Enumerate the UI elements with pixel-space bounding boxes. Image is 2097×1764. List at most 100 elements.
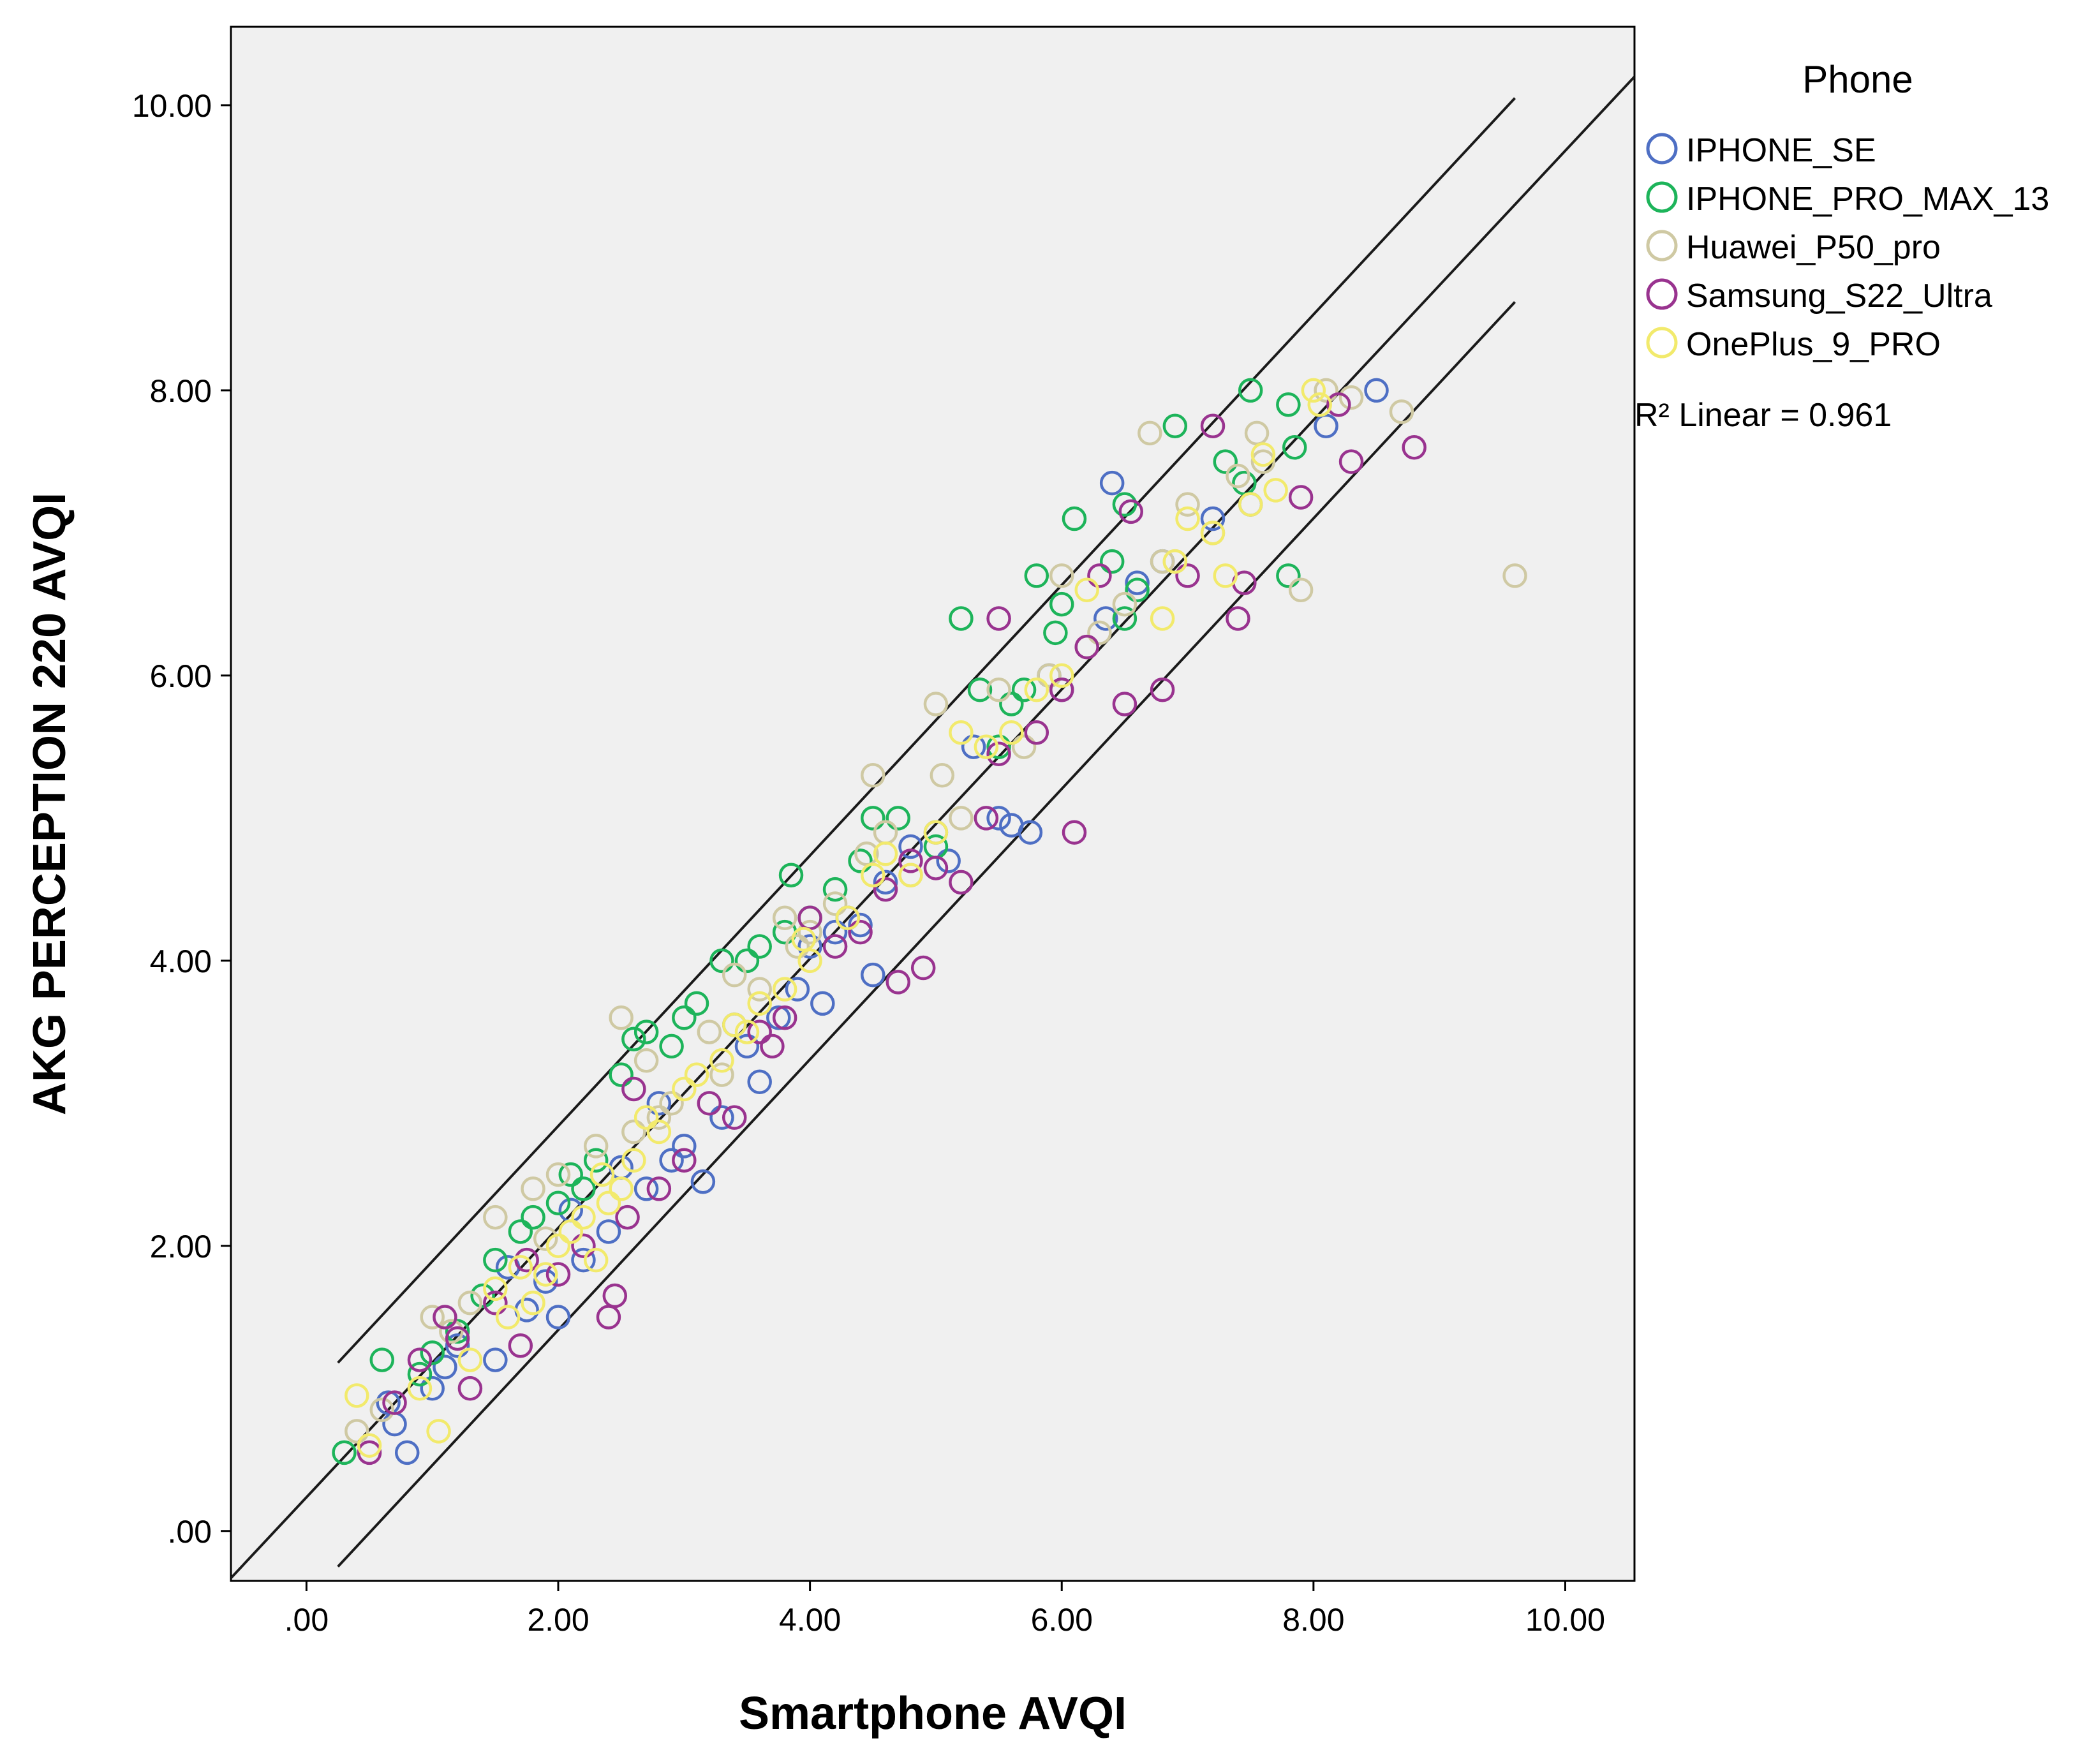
data-point bbox=[1049, 563, 1074, 588]
data-point bbox=[1118, 499, 1144, 524]
data-point bbox=[1162, 549, 1188, 574]
data-point bbox=[1074, 577, 1099, 603]
data-point bbox=[822, 919, 848, 945]
data-point bbox=[760, 1034, 785, 1059]
data-point bbox=[766, 1005, 791, 1030]
data-point bbox=[1112, 492, 1137, 517]
data-point bbox=[898, 834, 923, 859]
data-point bbox=[923, 856, 949, 880]
data-point bbox=[1250, 449, 1276, 474]
data-point bbox=[621, 1119, 646, 1145]
upper-bound-line bbox=[337, 97, 1516, 1364]
data-point bbox=[508, 1219, 533, 1244]
data-point bbox=[1213, 449, 1238, 474]
data-point bbox=[376, 1390, 401, 1415]
data-point bbox=[1099, 470, 1125, 496]
data-point bbox=[420, 1305, 445, 1330]
data-point bbox=[949, 806, 974, 831]
legend-marker bbox=[1646, 181, 1678, 213]
series-iphone-pro-max-13 bbox=[332, 378, 1307, 1465]
data-point bbox=[910, 955, 936, 981]
data-point bbox=[873, 841, 898, 866]
data-point bbox=[420, 1340, 445, 1365]
data-point bbox=[571, 1233, 596, 1259]
data-point bbox=[822, 877, 848, 902]
data-point bbox=[949, 870, 974, 895]
data-point bbox=[967, 677, 993, 702]
x-axis-title: Smartphone AVQI bbox=[739, 1688, 1127, 1739]
data-point bbox=[923, 820, 949, 845]
data-point bbox=[1011, 734, 1037, 759]
data-point bbox=[797, 919, 822, 945]
data-point bbox=[873, 870, 898, 895]
data-point bbox=[445, 1333, 470, 1358]
data-point bbox=[885, 806, 910, 831]
data-point bbox=[439, 1319, 464, 1344]
x-tick-label: .00 bbox=[285, 1602, 329, 1638]
data-point bbox=[407, 1361, 433, 1387]
x-tick-label: 4.00 bbox=[779, 1602, 841, 1638]
data-point bbox=[445, 1326, 470, 1351]
data-point bbox=[1062, 820, 1087, 845]
data-point bbox=[1288, 577, 1314, 603]
data-point bbox=[949, 606, 974, 631]
data-point bbox=[1238, 492, 1263, 517]
data-point bbox=[646, 1091, 672, 1116]
data-point bbox=[986, 741, 1011, 767]
data-point bbox=[672, 1076, 697, 1102]
x-axis-ticks: .00 2.00 4.00 6.00 8.00 10.00 bbox=[285, 1581, 1605, 1638]
data-point bbox=[1062, 506, 1087, 531]
data-point bbox=[986, 677, 1011, 702]
data-point bbox=[508, 1255, 533, 1280]
legend-item: IPHONE_SE bbox=[1646, 132, 1876, 169]
data-point bbox=[734, 948, 760, 974]
data-point bbox=[1024, 720, 1049, 745]
y-axis-title: AKG PERCEPTION 220 AVQI bbox=[24, 493, 75, 1115]
legend-items: IPHONE_SE IPHONE_PRO_MAX_13 Huawei_P50_pro… bbox=[1646, 132, 2049, 363]
data-point bbox=[1112, 692, 1137, 716]
data-point bbox=[357, 1440, 382, 1465]
data-point bbox=[1037, 663, 1062, 688]
data-point bbox=[483, 1347, 508, 1372]
data-point bbox=[1200, 413, 1226, 439]
data-point bbox=[690, 1169, 716, 1194]
data-point bbox=[791, 927, 817, 952]
legend-item: Samsung_S22_Ultra bbox=[1646, 278, 1992, 315]
series-oneplus-9-pro bbox=[345, 378, 1332, 1458]
data-point bbox=[521, 1290, 545, 1316]
data-point bbox=[545, 1262, 571, 1287]
data-point bbox=[1213, 563, 1238, 588]
x-tick-label: 8.00 bbox=[1282, 1602, 1344, 1638]
data-point bbox=[659, 1091, 684, 1116]
data-point bbox=[596, 1190, 621, 1216]
data-point bbox=[646, 1105, 672, 1130]
data-point bbox=[1024, 563, 1049, 588]
data-point bbox=[1226, 463, 1250, 489]
data-point bbox=[545, 1162, 571, 1187]
data-point bbox=[861, 962, 885, 988]
data-point bbox=[533, 1262, 558, 1287]
fit-r2-label: R² Linear = 0.961 bbox=[1634, 397, 1892, 434]
data-point bbox=[483, 1276, 508, 1301]
data-point bbox=[659, 1034, 684, 1059]
data-point bbox=[986, 606, 1011, 631]
data-point bbox=[810, 991, 835, 1016]
data-point bbox=[923, 692, 949, 716]
data-point bbox=[999, 692, 1024, 716]
legend-marker bbox=[1646, 133, 1678, 165]
data-point bbox=[646, 1119, 672, 1145]
data-point bbox=[747, 1019, 772, 1044]
legend-marker bbox=[1646, 327, 1678, 359]
data-point bbox=[1226, 606, 1250, 631]
y-tick-label: 4.00 bbox=[150, 944, 212, 979]
data-point bbox=[1175, 506, 1200, 531]
data-point bbox=[785, 934, 810, 959]
data-point bbox=[545, 1190, 571, 1216]
y-tick-label: 6.00 bbox=[150, 658, 212, 694]
data-point bbox=[609, 1062, 634, 1087]
data-point bbox=[709, 948, 734, 974]
data-point bbox=[420, 1376, 445, 1401]
data-point bbox=[1282, 435, 1307, 460]
data-point bbox=[1024, 677, 1049, 702]
